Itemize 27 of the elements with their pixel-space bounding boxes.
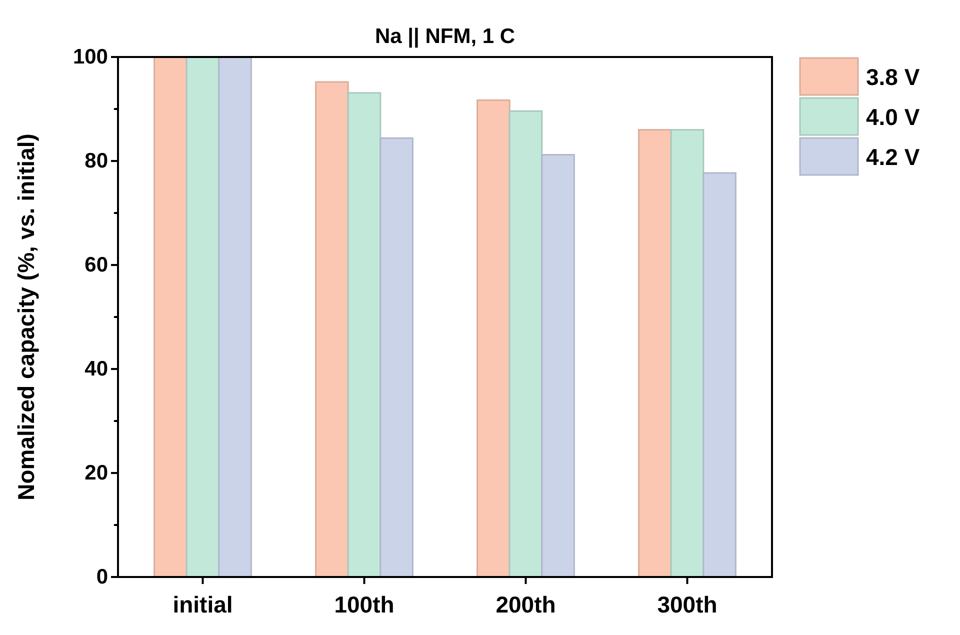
x-tick-label: 300th [657,591,718,618]
y-axis-title: Nomalized capacity (%, vs. initial) [13,134,39,500]
y-tick-label: 80 [84,150,108,173]
bar [476,99,510,578]
bar [315,81,349,578]
bar [218,56,252,578]
y-tick-label: 0 [96,566,108,589]
bar [702,172,736,578]
y-tick-label: 60 [84,254,108,277]
bar [380,137,414,578]
y-tick-label: 20 [84,462,108,485]
legend-label: 3.8 V [866,64,920,90]
legend-label: 4.0 V [866,104,920,130]
y-tick-label: 100 [72,46,108,69]
chart-title: Na || NFM, 1 C [374,25,516,48]
bar [541,154,575,578]
bar [670,129,704,578]
bar [638,129,672,578]
bar [186,56,220,578]
x-tick-label: 100th [334,591,394,618]
bar [508,110,543,578]
bar [154,56,188,578]
x-tick-label: 200th [496,591,556,618]
x-tick-label: initial [172,591,233,618]
y-tick-label: 40 [84,358,108,381]
legend-label: 4.2 V [866,144,920,170]
bar [347,92,382,578]
